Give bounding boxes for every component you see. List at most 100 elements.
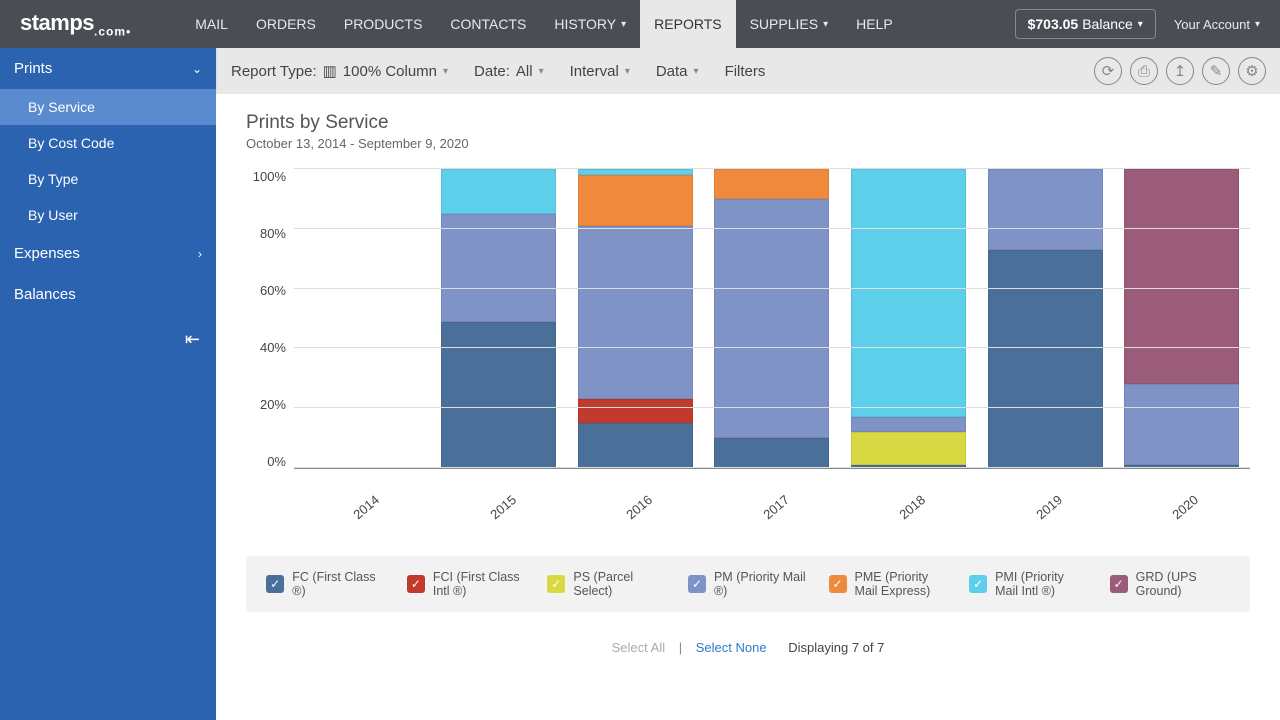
bar-2018[interactable] xyxy=(851,169,966,468)
gridline xyxy=(294,347,1250,348)
checkbox-icon[interactable]: ✓ xyxy=(547,575,565,593)
sidebar-item-by-user[interactable]: By User xyxy=(0,197,216,233)
collapse-sidebar-icon[interactable]: ⇤ xyxy=(0,321,216,358)
bar-2014[interactable] xyxy=(305,169,420,468)
balance-box[interactable]: $703.05 Balance ▾ xyxy=(1015,9,1156,39)
legend-grd[interactable]: ✓GRD (UPS Ground) xyxy=(1110,570,1230,598)
chevron-down-icon: ▾ xyxy=(823,19,828,30)
gridline xyxy=(294,168,1250,169)
account-link[interactable]: Your Account ▾ xyxy=(1174,17,1260,32)
segment-PMI[interactable] xyxy=(441,169,556,214)
legend-pm[interactable]: ✓ PM (Priority Mail ®) xyxy=(688,570,808,598)
legend-pmi[interactable]: ✓PMI (Priority Mail Intl ®) xyxy=(969,570,1089,598)
column-chart-icon: ▥ xyxy=(323,62,337,80)
x-axis: 2014201520162017201820192020 xyxy=(294,489,1250,516)
segment-PME[interactable] xyxy=(578,175,693,226)
checkbox-icon[interactable]: ✓ xyxy=(688,575,706,593)
sidebar-group-prints[interactable]: Prints⌄ xyxy=(0,48,216,89)
interval-selector[interactable]: Interval ▾ xyxy=(570,63,630,80)
checkbox-icon[interactable]: ✓ xyxy=(407,575,425,593)
top-bar: stamps.com• MAILORDERSPRODUCTSCONTACTSHI… xyxy=(0,0,1280,48)
chevron-down-icon: ▾ xyxy=(625,66,630,77)
report-type-value: 100% Column xyxy=(343,63,437,80)
nav-mail[interactable]: MAIL xyxy=(181,0,242,48)
report-header: Prints by Service October 13, 2014 - Sep… xyxy=(216,94,1280,159)
nav-supplies[interactable]: SUPPLIES▾ xyxy=(736,0,843,48)
segment-FC[interactable] xyxy=(988,250,1103,468)
segment-GRD[interactable] xyxy=(1124,169,1239,384)
y-axis: 100%80%60%40%20%0% xyxy=(246,169,294,469)
checkbox-icon[interactable]: ✓ xyxy=(266,575,284,593)
refresh-icon[interactable]: ⟳ xyxy=(1094,57,1122,85)
legend-label: PS (Parcel Select) xyxy=(573,570,667,598)
date-selector[interactable]: Date: All ▾ xyxy=(474,63,544,80)
nav-history[interactable]: HISTORY▾ xyxy=(540,0,640,48)
nav-contacts[interactable]: CONTACTS xyxy=(436,0,540,48)
chevron-down-icon: ▾ xyxy=(621,19,626,30)
filters-button[interactable]: Filters xyxy=(725,63,766,80)
y-tick: 20% xyxy=(260,397,286,412)
checkbox-icon[interactable]: ✓ xyxy=(1110,575,1128,593)
balance-label: Balance xyxy=(1082,16,1133,32)
gridline xyxy=(294,228,1250,229)
date-label: Date: xyxy=(474,63,510,80)
segment-PM[interactable] xyxy=(441,214,556,322)
main: Report Type: ▥ 100% Column ▾ Date: All ▾… xyxy=(216,48,1280,720)
bar-2020[interactable] xyxy=(1124,169,1239,468)
report-type-label: Report Type: xyxy=(231,63,317,80)
checkbox-icon[interactable]: ✓ xyxy=(829,575,847,593)
print-icon[interactable]: ⎙ xyxy=(1130,57,1158,85)
balance-amount: $703.05 xyxy=(1028,16,1079,32)
legend-label: PME (Priority Mail Express) xyxy=(855,570,949,598)
nav-orders[interactable]: ORDERS xyxy=(242,0,330,48)
segment-PMI[interactable] xyxy=(851,169,966,417)
top-right: $703.05 Balance ▾ Your Account ▾ xyxy=(1015,9,1260,39)
sidebar-group-balances[interactable]: Balances xyxy=(0,274,216,315)
segment-PM[interactable] xyxy=(988,169,1103,250)
nav-products[interactable]: PRODUCTS xyxy=(330,0,437,48)
bar-2019[interactable] xyxy=(988,169,1103,468)
legend-fci[interactable]: ✓FCI (First Class Intl ®) xyxy=(407,570,527,598)
edit-icon[interactable]: ✎ xyxy=(1202,57,1230,85)
gridline xyxy=(294,407,1250,408)
legend-fc[interactable]: ✓FC (First Class ®) xyxy=(266,570,386,598)
y-tick: 80% xyxy=(260,226,286,241)
segment-FCI[interactable] xyxy=(578,399,693,423)
data-label: Data xyxy=(656,63,688,80)
legend-pme[interactable]: ✓ PME (Priority Mail Express) xyxy=(829,570,949,598)
gridline xyxy=(294,288,1250,289)
sidebar-item-by-cost-code[interactable]: By Cost Code xyxy=(0,125,216,161)
sidebar-item-by-type[interactable]: By Type xyxy=(0,161,216,197)
bar-2017[interactable] xyxy=(714,169,829,468)
settings-icon[interactable]: ⚙ xyxy=(1238,57,1266,85)
select-none-link[interactable]: Select None xyxy=(696,640,767,655)
export-icon[interactable]: ↥ xyxy=(1166,57,1194,85)
legend-ps[interactable]: ✓ PS (Parcel Select) xyxy=(547,570,667,598)
nav-help[interactable]: HELP xyxy=(842,0,907,48)
segment-PM[interactable] xyxy=(714,199,829,438)
report-title: Prints by Service xyxy=(246,112,1250,134)
logo[interactable]: stamps.com• xyxy=(20,10,131,38)
report-type-selector[interactable]: Report Type: ▥ 100% Column ▾ xyxy=(231,62,448,80)
sidebar-item-by-service[interactable]: By Service xyxy=(0,89,216,125)
chevron-down-icon: ▾ xyxy=(1138,19,1143,30)
y-tick: 100% xyxy=(253,169,286,184)
legend-label: PM (Priority Mail ®) xyxy=(714,570,808,598)
nav-reports[interactable]: REPORTS xyxy=(640,0,735,48)
sidebar-group-expenses[interactable]: Expenses› xyxy=(0,233,216,274)
chevron-down-icon: ▾ xyxy=(694,66,699,77)
chevron-down-icon: ▾ xyxy=(539,66,544,77)
divider: | xyxy=(679,640,682,655)
segment-FC[interactable] xyxy=(441,322,556,469)
checkbox-icon[interactable]: ✓ xyxy=(969,575,987,593)
chart: 100%80%60%40%20%0% 201420152016201720182… xyxy=(216,159,1280,532)
gridline xyxy=(294,467,1250,468)
select-all-link[interactable]: Select All xyxy=(612,640,665,655)
filters-label: Filters xyxy=(725,63,766,80)
segment-PM[interactable] xyxy=(578,226,693,399)
bar-2016[interactable] xyxy=(578,169,693,468)
data-selector[interactable]: Data ▾ xyxy=(656,63,699,80)
bar-2015[interactable] xyxy=(441,169,556,468)
segment-PM[interactable] xyxy=(851,417,966,432)
segment-PME[interactable] xyxy=(714,169,829,199)
